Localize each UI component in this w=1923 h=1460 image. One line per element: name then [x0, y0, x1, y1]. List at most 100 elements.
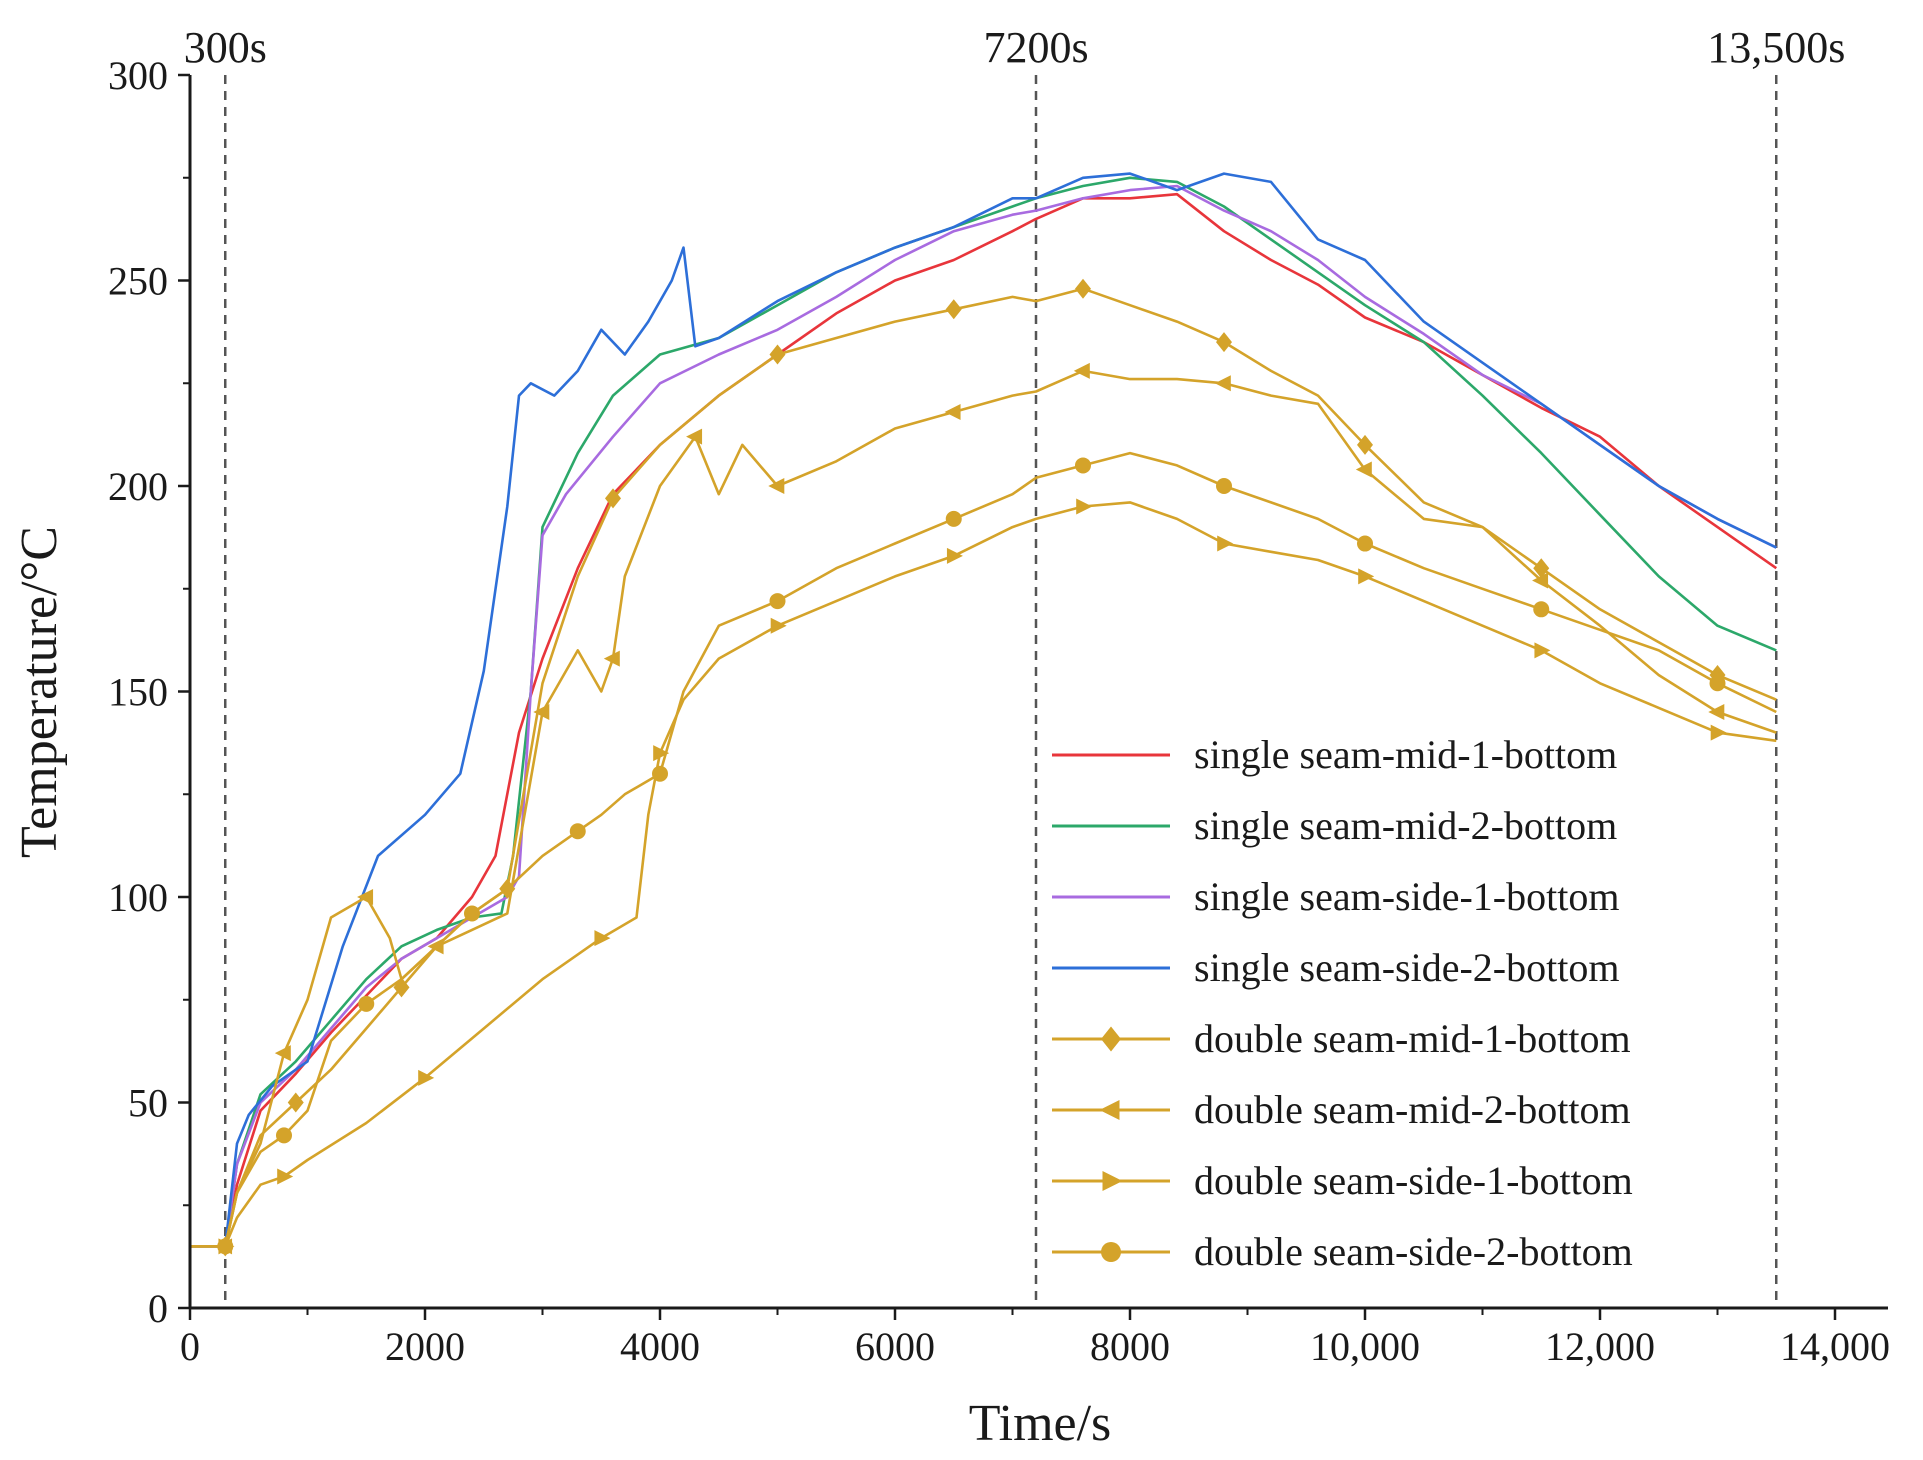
data-point: [1217, 535, 1234, 552]
legend-item-single-seam-side-2-bottom: single seam-side-2-bottom: [1052, 945, 1619, 990]
data-point: [287, 1092, 304, 1113]
series-double-seam-side-2-bottom: [190, 451, 1777, 1255]
data-point: [944, 404, 961, 421]
data-point: [358, 995, 375, 1012]
x-tick-label: 6000: [855, 1324, 935, 1369]
legend-item-double-seam-mid-2-bottom: double seam-mid-2-bottom: [1052, 1087, 1631, 1132]
data-point: [1534, 642, 1551, 659]
series-line-double-seam-side-1-bottom: [190, 501, 1777, 1248]
y-tick-label: 0: [148, 1286, 168, 1331]
data-point: [569, 823, 586, 840]
legend-label: double seam-mid-2-bottom: [1194, 1087, 1631, 1132]
data-point: [357, 889, 374, 905]
data-point: [1533, 558, 1550, 579]
data-point: [652, 765, 668, 782]
axes: [188, 75, 1888, 1310]
legend-label: single seam-side-2-bottom: [1194, 945, 1619, 990]
series-line-double-seam-mid-1-bottom: [190, 287, 1777, 1248]
legend-label: double seam-side-1-bottom: [1194, 1158, 1633, 1203]
reference-label-300s: 300s: [184, 23, 267, 72]
data-point: [1216, 332, 1232, 353]
series-layer: [190, 172, 1778, 1257]
legend-label: single seam-mid-2-bottom: [1194, 803, 1617, 848]
data-point: [1216, 478, 1232, 494]
reference-lines: 300s 7200s 13,500s: [184, 23, 1845, 1308]
legend-label: double seam-mid-1-bottom: [1194, 1016, 1631, 1061]
data-point: [653, 745, 670, 762]
legend-label: double seam-side-2-bottom: [1194, 1229, 1633, 1274]
data-point: [533, 704, 550, 721]
legend-item-single-seam-mid-1-bottom: single seam-mid-1-bottom: [1052, 732, 1617, 777]
legend-marker: [1102, 1171, 1123, 1191]
x-axis-title: Time/s: [969, 1395, 1112, 1452]
data-point: [1358, 568, 1375, 585]
data-point: [418, 1069, 435, 1086]
data-point: [945, 510, 962, 527]
data-point: [1357, 535, 1373, 552]
legend-marker: [1101, 1026, 1121, 1052]
legend-marker: [1099, 1100, 1120, 1120]
data-point: [274, 1045, 291, 1062]
data-point: [1076, 498, 1093, 515]
legend-marker: [1101, 1242, 1121, 1262]
data-point: [1710, 724, 1727, 741]
legend-item-single-seam-side-1-bottom: single seam-side-1-bottom: [1052, 874, 1619, 919]
data-point: [770, 617, 787, 634]
data-point: [603, 650, 620, 667]
legend: single seam-mid-1-bottom single seam-mid-…: [1052, 732, 1633, 1274]
reference-label-13-500s: 13,500s: [1707, 23, 1845, 72]
data-point: [1355, 461, 1372, 478]
y-tick-label: 300: [108, 53, 168, 98]
legend-label: single seam-mid-1-bottom: [1194, 732, 1617, 777]
legend-item-double-seam-side-2-bottom: double seam-side-2-bottom: [1052, 1229, 1633, 1274]
x-tick-label: 10,000: [1310, 1324, 1420, 1369]
y-tick-label: 150: [108, 670, 168, 715]
series-line-single-seam-side-2-bottom: [190, 172, 1777, 1248]
legend-item-double-seam-mid-1-bottom: double seam-mid-1-bottom: [1052, 1016, 1631, 1061]
data-point: [769, 593, 786, 610]
reference-label-7200s: 7200s: [983, 23, 1088, 72]
data-point: [946, 547, 963, 564]
x-tick-label: 4000: [620, 1324, 700, 1369]
series-line-single-seam-mid-2-bottom: [190, 176, 1777, 1248]
legend-label: single seam-side-1-bottom: [1194, 874, 1619, 919]
data-point: [1075, 457, 1091, 474]
y-tick-label: 100: [108, 875, 168, 920]
data-point: [594, 930, 611, 947]
data-point: [1708, 704, 1725, 721]
ticks: 0 2000 4000 6000 8000 10,000 12,000 14,000 0 50 10…: [108, 53, 1890, 1369]
data-point: [1357, 434, 1373, 455]
y-tick-label: 250: [108, 259, 168, 304]
series-single-seam-mid-2-bottom: [190, 176, 1777, 1248]
data-point: [1073, 362, 1090, 379]
data-point: [217, 1238, 234, 1255]
series-single-seam-side-2-bottom: [190, 172, 1777, 1248]
y-tick-label: 50: [128, 1081, 168, 1126]
y-axis-title: Temperature/°C: [11, 526, 68, 858]
data-point: [277, 1168, 294, 1185]
series-line-double-seam-mid-2-bottom: [190, 369, 1777, 1248]
data-point: [945, 299, 962, 320]
data-point: [1532, 572, 1549, 589]
x-tick-label: 2000: [385, 1324, 465, 1369]
data-point: [605, 488, 621, 509]
x-tick-label: 8000: [1090, 1324, 1170, 1369]
data-point: [686, 428, 703, 445]
x-tick-label: 0: [180, 1324, 200, 1369]
series-line-single-seam-side-1-bottom: [190, 184, 1777, 1248]
data-point: [1075, 278, 1091, 299]
data-point: [768, 478, 785, 494]
data-point: [1533, 601, 1550, 618]
data-point: [276, 1127, 292, 1144]
data-point: [769, 344, 786, 365]
x-tick-label: 14,000: [1780, 1324, 1890, 1369]
data-point: [1214, 375, 1231, 392]
y-tick-label: 200: [108, 464, 168, 509]
x-tick-label: 12,000: [1545, 1324, 1655, 1369]
legend-item-single-seam-mid-2-bottom: single seam-mid-2-bottom: [1052, 803, 1617, 848]
legend-item-double-seam-side-1-bottom: double seam-side-1-bottom: [1052, 1158, 1633, 1203]
series-single-seam-side-1-bottom: [190, 184, 1777, 1248]
data-point: [464, 905, 480, 922]
series-double-seam-side-1-bottom: [190, 498, 1777, 1255]
